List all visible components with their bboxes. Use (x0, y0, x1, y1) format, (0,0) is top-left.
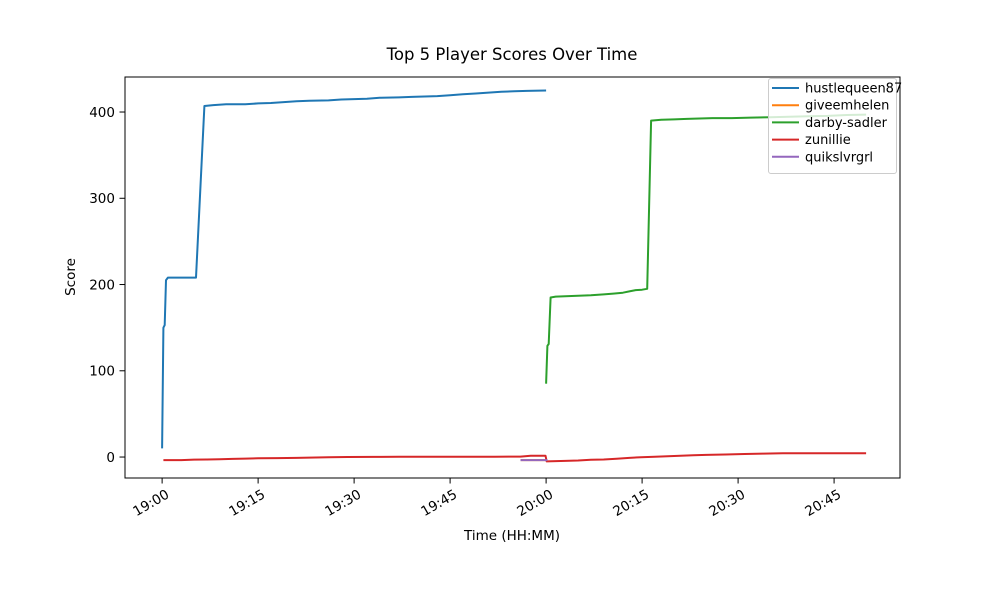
x-tick-label: 19:00 (130, 487, 172, 520)
x-tick-label: 19:15 (226, 487, 268, 520)
legend-box (768, 78, 897, 174)
x-tick-label: 20:15 (610, 487, 652, 520)
series-zunillie (163, 452, 867, 463)
x-tick-label: 19:30 (322, 487, 364, 520)
legend-entry-darby-sadler: darby-sadler (772, 116, 888, 131)
legend-label: zunillie (805, 133, 851, 148)
y-tick-label: 100 (89, 364, 115, 380)
legend-label: quikslvrgrl (805, 150, 873, 165)
y-axis-label: Score (63, 258, 79, 296)
legend-label: giveemhelen (805, 99, 889, 114)
y-tick-label: 200 (89, 277, 115, 293)
x-tick-label: 20:00 (514, 487, 556, 520)
legend-entry-hustlequeen87: hustlequeen87 (772, 82, 902, 97)
legend-entry-quikslvrgrl: quikslvrgrl (772, 150, 873, 165)
legend-entry-zunillie: zunillie (772, 133, 851, 148)
x-tick-label: 20:30 (706, 487, 748, 520)
legend-label: hustlequeen87 (805, 82, 902, 97)
legend: hustlequeen87 giveemhelen darby-sadler zuni… (768, 78, 902, 174)
x-axis: 19:00 19:15 19:30 19:45 20:00 20:15 20:30 20:45 (130, 478, 844, 520)
y-axis: 0 100 200 300 400 (89, 105, 125, 466)
y-tick-label: 400 (89, 105, 115, 121)
chart-title: Top 5 Player Scores Over Time (386, 45, 638, 64)
x-tick-label: 19:45 (418, 487, 460, 520)
y-tick-label: 300 (89, 191, 115, 207)
x-axis-label: Time (HH:MM) (463, 528, 560, 544)
series-hustlequeen87 (161, 89, 547, 449)
y-tick-label: 0 (106, 450, 115, 466)
legend-label: darby-sadler (805, 116, 888, 131)
legend-entry-giveemhelen: giveemhelen (772, 99, 889, 114)
plot-frame (124, 76, 901, 479)
x-tick-label: 20:45 (802, 487, 844, 520)
